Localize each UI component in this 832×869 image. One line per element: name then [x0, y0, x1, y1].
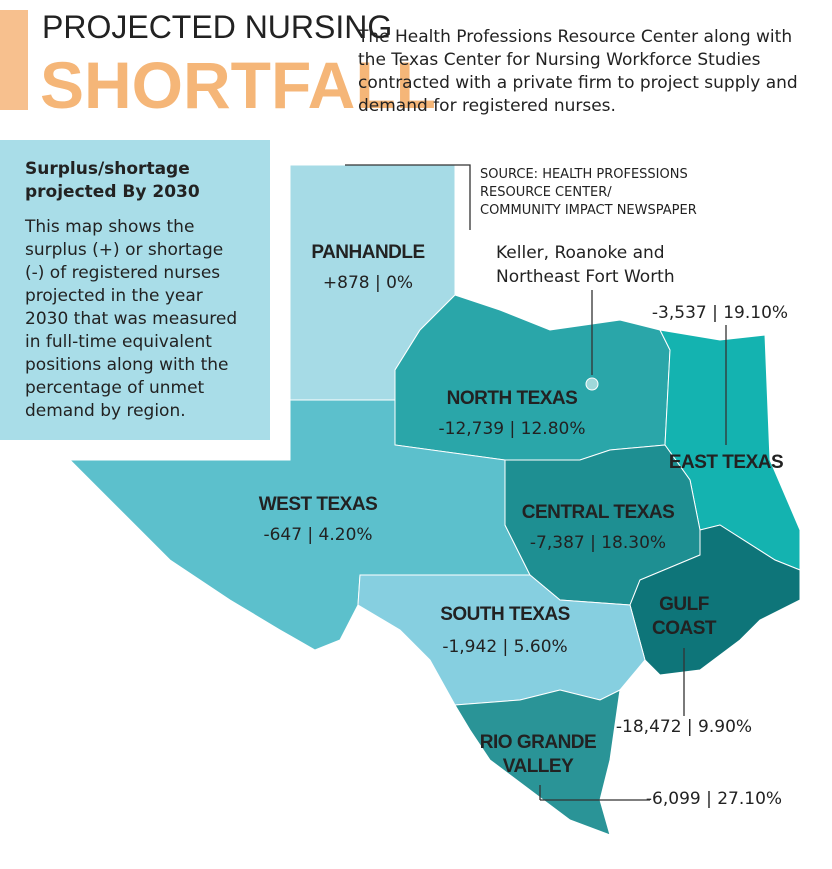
intro-line: the Texas Center for Nursing Workforce S…: [358, 50, 761, 70]
intro: The Health Professions Resource Center a…: [357, 27, 798, 116]
sidebar-heading: projected By 2030: [25, 182, 200, 202]
sidebar-body: positions along with the: [25, 355, 228, 375]
sidebar-body: surplus (+) or shortage: [25, 240, 223, 260]
region-name: VALLEY: [503, 756, 574, 777]
callout-line: Northeast Fort Worth: [496, 267, 675, 287]
region-value: -7,387 | 18.30%: [530, 533, 666, 553]
title-line1: PROJECTED NURSING: [42, 9, 392, 45]
intro-line: demand for registered nurses.: [358, 96, 616, 116]
sidebar-body: 2030 that was measured: [25, 309, 237, 329]
sidebar-body: demand by region.: [25, 401, 186, 421]
region-name: PANHANDLE: [311, 242, 424, 263]
leader-line: [345, 164, 471, 230]
region-value: -12,739 | 12.80%: [439, 419, 586, 439]
intro-line: The Health Professions Resource Center a…: [357, 27, 792, 47]
region-value: -647 | 4.20%: [263, 525, 372, 545]
sidebar-body: percentage of unmet: [25, 378, 205, 398]
region-value: +878 | 0%: [323, 273, 413, 293]
region-name: RIO GRANDE: [480, 732, 596, 753]
region-value: -3,537 | 19.10%: [652, 303, 788, 323]
sidebar-body: This map shows the: [24, 217, 194, 237]
region-name: CENTRAL TEXAS: [522, 502, 675, 523]
title-line2: SHORTFALL: [40, 48, 436, 122]
sidebar-text: Surplus/shortage projected By 2030 This ma…: [24, 159, 237, 421]
region-name: SOUTH TEXAS: [440, 604, 570, 625]
region-name: GULF: [659, 594, 709, 615]
sidebar-body: (-) of registered nurses: [25, 263, 220, 283]
source-line: RESOURCE CENTER/: [480, 185, 612, 200]
region-value: -6,099 | 27.10%: [646, 789, 782, 809]
location-marker: [585, 377, 599, 391]
sidebar: [0, 140, 270, 440]
region-name: EAST TEXAS: [669, 452, 783, 473]
region-name: NORTH TEXAS: [447, 388, 578, 409]
map-labels: PANHANDLE +878 | 0% NORTH TEXAS -12,739 | 1…: [259, 242, 788, 809]
region-value: -1,942 | 5.60%: [442, 637, 567, 657]
region-name: COAST: [652, 618, 717, 639]
region-value: -18,472 | 9.90%: [616, 717, 752, 737]
texas-map: [68, 164, 801, 836]
sidebar-heading: Surplus/shortage: [25, 159, 190, 179]
sidebar-body: projected in the year: [25, 286, 203, 306]
accent-bar: [0, 10, 28, 110]
source-line: SOURCE: HEALTH PROFESSIONS: [480, 167, 688, 182]
intro-line: contracted with a private firm to projec…: [358, 73, 798, 93]
region: [629, 524, 801, 676]
annotations: SOURCE: HEALTH PROFESSIONS RESOURCE CENTE…: [345, 164, 727, 801]
sidebar-body: in full-time equivalent: [25, 332, 212, 352]
callout-line: Keller, Roanoke and: [496, 243, 665, 263]
region-name: WEST TEXAS: [259, 494, 378, 515]
source-line: COMMUNITY IMPACT NEWSPAPER: [480, 203, 697, 218]
